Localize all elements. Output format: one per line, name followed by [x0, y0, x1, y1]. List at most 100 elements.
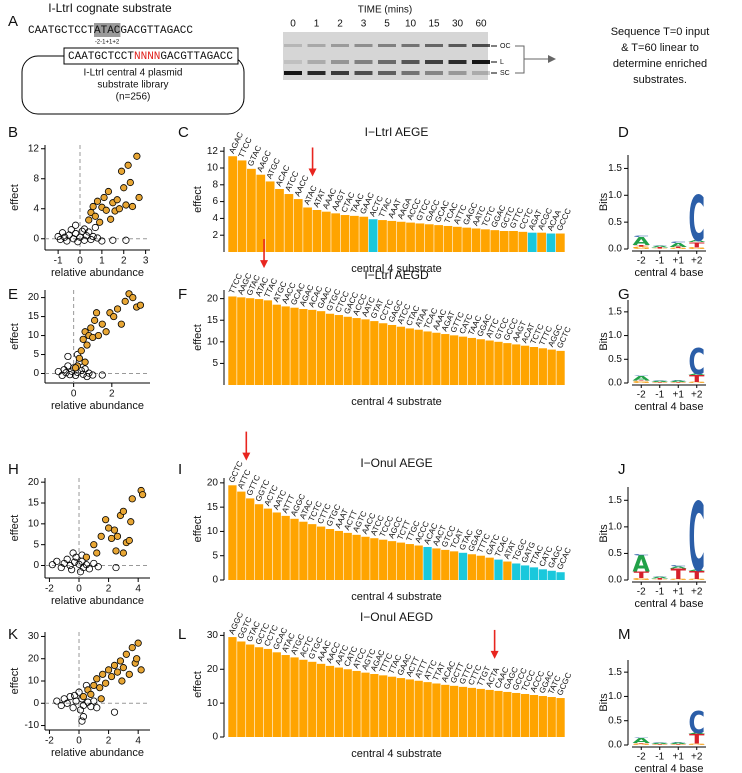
panel-letter: A — [8, 13, 18, 30]
point — [134, 639, 142, 647]
gel-band — [354, 60, 373, 64]
point — [116, 657, 125, 665]
bar — [520, 345, 530, 385]
sequence: CAATGCTCCT — [68, 51, 134, 63]
bar — [308, 309, 317, 385]
y-axis-label: effect — [192, 516, 204, 543]
point — [115, 205, 123, 213]
logo-letter: A — [670, 742, 688, 744]
x-tick-label: -2 — [45, 736, 54, 747]
y-tick-label: 30 — [28, 631, 40, 642]
bar — [254, 647, 264, 737]
chart-title: I−LtrI AEGE — [365, 125, 429, 139]
point — [72, 229, 80, 238]
y-axis-label: Bits — [598, 524, 610, 543]
x-axis-label: central 4 base — [634, 267, 703, 279]
bar — [379, 675, 388, 737]
x-axis-label: relative abundance — [51, 400, 144, 412]
band-label: OC — [500, 43, 511, 50]
logo-letter: G — [688, 579, 706, 581]
y-axis-label: effect — [9, 668, 21, 695]
point — [110, 661, 119, 670]
logo-letter: G — [669, 579, 687, 581]
bar — [490, 230, 500, 252]
y-tick-label: 0 — [212, 732, 218, 743]
point — [119, 507, 127, 515]
x-axis-label: central 4 base — [634, 401, 703, 413]
point — [133, 655, 141, 663]
point — [87, 690, 95, 698]
bar — [441, 684, 450, 737]
point — [118, 677, 126, 685]
bar — [387, 220, 397, 252]
panel-letter: I — [178, 461, 182, 478]
bar — [316, 526, 326, 580]
logo-letter: C — [651, 245, 668, 246]
bar — [462, 227, 472, 252]
point — [102, 328, 110, 336]
x-tick-label: +2 — [691, 752, 703, 763]
bar — [414, 680, 423, 737]
bar — [458, 336, 468, 385]
point — [89, 232, 97, 241]
bar — [458, 552, 468, 580]
point — [85, 216, 93, 224]
logo-letter: A — [670, 566, 688, 569]
x-tick-label: -1 — [655, 752, 664, 763]
arrow-head — [260, 260, 269, 269]
gel-band — [378, 44, 396, 47]
gel-band — [331, 44, 349, 47]
bar — [547, 349, 556, 385]
bar — [556, 698, 565, 737]
time-label: 10 — [405, 19, 417, 30]
time-label: 1 — [314, 19, 320, 30]
logo-letter: G — [669, 382, 687, 383]
point — [67, 226, 75, 234]
logo-letter: A — [633, 375, 651, 382]
bar — [405, 679, 414, 737]
point — [107, 534, 116, 543]
y-tick-label: 4 — [212, 213, 218, 224]
logo-letter: G — [632, 577, 650, 580]
panel-letter: C — [178, 124, 189, 141]
point — [122, 650, 130, 658]
bar — [228, 637, 237, 737]
x-tick-label: +1 — [673, 390, 685, 401]
time-label: 15 — [428, 19, 440, 30]
point — [75, 354, 83, 362]
logo-letter: C — [670, 565, 687, 567]
y-tick-label: 0 — [33, 698, 39, 709]
bar — [405, 328, 414, 385]
logo-letter: A — [688, 240, 706, 243]
point — [124, 161, 132, 169]
logo-letter: G — [651, 382, 669, 383]
gel-band — [284, 71, 302, 75]
logo-letter: G — [632, 743, 650, 745]
x-tick-label: +1 — [673, 587, 685, 598]
bar — [343, 669, 352, 737]
point — [83, 341, 91, 349]
point — [107, 215, 115, 223]
logo-letter: T — [689, 570, 704, 582]
y-tick-label: 5 — [212, 550, 218, 561]
point — [102, 206, 110, 214]
x-tick-label: 3 — [143, 256, 149, 267]
bar — [450, 335, 459, 385]
panel-letter: L — [178, 626, 186, 643]
y-tick-label: 1.5 — [608, 667, 622, 678]
y-tick-label: 8 — [212, 179, 218, 190]
logo-letter: T — [634, 245, 650, 247]
x-tick-label: -2 — [637, 752, 646, 763]
sequence: GACGTTAGACC — [160, 51, 233, 63]
y-tick-label: 20 — [207, 664, 219, 675]
point — [63, 555, 71, 563]
logo-letter: A — [670, 380, 688, 382]
y-tick-label: 12 — [207, 146, 219, 157]
point — [93, 549, 101, 557]
y-tick-label: 1.0 — [608, 190, 622, 201]
logo-letter: C — [651, 576, 668, 577]
bar — [512, 344, 521, 385]
point — [64, 352, 72, 361]
gel-band — [401, 71, 420, 75]
y-axis-label: effect — [9, 184, 21, 211]
